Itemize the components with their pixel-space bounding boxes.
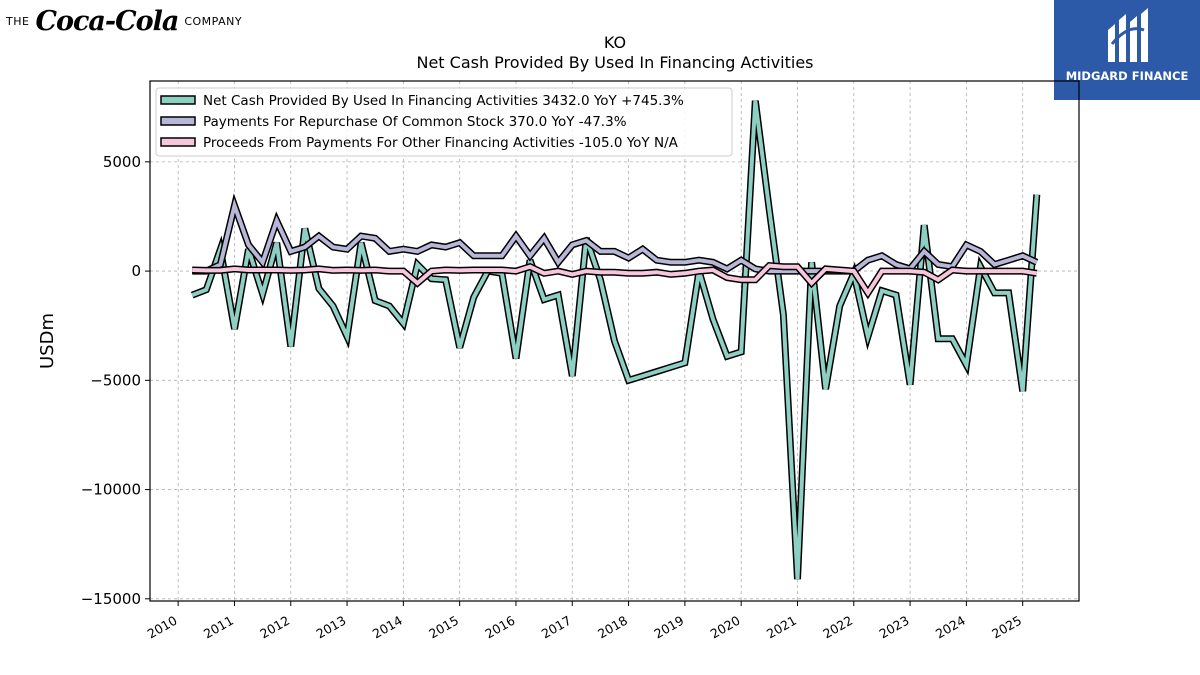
midgard-finance-name: MIDGARD FINANCE xyxy=(1065,69,1189,83)
logo-script: Coca-Cola xyxy=(35,5,179,37)
legend-swatch-2 xyxy=(160,137,196,147)
plot-frame xyxy=(149,80,1080,602)
x-tick-label: 2010 xyxy=(145,613,180,642)
series-line-2 xyxy=(192,263,1038,297)
x-tick-label: 2014 xyxy=(370,613,405,642)
series-line-1 xyxy=(192,198,1038,274)
x-tick-label: 2025 xyxy=(989,613,1024,642)
x-tick-label: 2023 xyxy=(877,613,912,642)
legend-label-1: Payments For Repurchase Of Common Stock … xyxy=(203,114,627,130)
y-tick-label: 5000 xyxy=(103,153,141,171)
legend: Net Cash Provided By Used In Financing A… xyxy=(155,87,733,157)
x-tick-label: 2011 xyxy=(201,613,236,642)
y-tick-label: 0 xyxy=(131,262,141,280)
coca-cola-logo: THE Coca-Cola COMPANY xyxy=(6,4,242,38)
y-axis-label: USDm xyxy=(37,313,58,369)
axis-ticks: 2010 2011 2012 2013 2014 2015 2016 2017 2018 2019… xyxy=(81,153,1024,642)
midgard-emblem-icon xyxy=(1108,8,1148,62)
x-tick-label: 2020 xyxy=(708,613,743,642)
y-tick-label: −15000 xyxy=(81,590,141,608)
logo-suffix: COMPANY xyxy=(184,14,243,28)
legend-label-2: Proceeds From Payments For Other Financi… xyxy=(203,135,679,151)
legend-label-0: Net Cash Provided By Used In Financing A… xyxy=(203,93,684,109)
chart-subtitle: Net Cash Provided By Used In Financing A… xyxy=(416,53,813,72)
series-lines xyxy=(190,100,1041,580)
y-tick-label: −10000 xyxy=(81,481,141,499)
x-tick-label: 2016 xyxy=(482,613,517,642)
logo-prefix: THE xyxy=(6,14,30,28)
x-tick-label: 2021 xyxy=(764,613,799,642)
legend-swatch-0 xyxy=(160,95,196,105)
x-tick-label: 2019 xyxy=(651,613,686,642)
x-tick-label: 2012 xyxy=(257,613,292,642)
x-tick-label: 2018 xyxy=(595,613,630,642)
legend-box xyxy=(155,87,733,157)
series-line-0 xyxy=(191,100,1039,580)
x-tick-label: 2013 xyxy=(314,613,349,642)
chart-title: KO xyxy=(604,33,626,52)
midgard-finance-logo: MIDGARD FINANCE xyxy=(1054,0,1200,100)
x-tick-label: 2024 xyxy=(933,613,968,642)
legend-swatch-1 xyxy=(160,116,196,126)
y-tick-label: −5000 xyxy=(90,371,141,389)
x-tick-label: 2022 xyxy=(820,613,855,642)
x-tick-label: 2015 xyxy=(426,613,461,642)
x-tick-label: 2017 xyxy=(539,613,574,642)
